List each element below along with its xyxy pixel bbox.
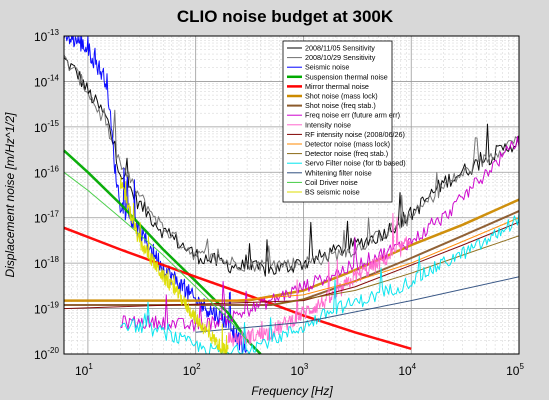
x-tick-label: 104 [398,362,416,378]
series-line [119,176,229,355]
legend-label: 2008/10/29 Sensitivity [305,53,376,62]
legend-label: RF intensity noise (2008/06/26) [305,130,405,139]
legend-label: Whitening filter noise [305,168,372,177]
y-tick-label: 10-13 [34,28,59,44]
y-tick-labels: 10-13 10-14 10-15 10-16 10-17 10-18 10-19 10-20 [34,28,59,362]
legend-label: Mirror thermal noise [305,82,369,91]
series-line [195,276,520,333]
y-tick-label: 10-20 [34,346,59,362]
legend-label: 2008/11/05 Sensitivity [305,44,375,53]
legend-label: Detector noise (freq stab.) [305,149,388,158]
y-tick-label: 10-18 [34,255,59,271]
series-line [63,171,248,341]
series-line [120,135,520,332]
series-line [120,213,520,355]
series-line [227,212,412,347]
series-line [228,217,520,302]
y-axis-label: Displacement noise [m/Hz^1/2] [3,112,17,278]
chart-title: CLIO noise budget at 300K [177,7,394,26]
legend-label: Freq noise err (future arm err) [305,111,400,120]
x-tick-labels: 101 102 103 104 105 [75,362,524,378]
series-layer [63,35,520,355]
series-line [63,56,520,277]
y-tick-label: 10-16 [34,164,59,180]
y-tick-label: 10-17 [34,210,59,226]
y-tick-label: 10-15 [34,119,59,135]
legend-label: Shot noise (mass lock) [305,92,378,101]
x-tick-label: 101 [75,362,93,378]
series-line [63,226,412,350]
x-axis-label: Frequency [Hz] [251,384,333,398]
legend-label: Suspension thermal noise [305,72,388,81]
plot-frame [63,35,520,355]
legend-box [282,40,393,203]
series-line [63,221,520,310]
legend-label: Servo Filter noise (for tb based) [305,159,406,168]
x-tick-label: 103 [291,362,309,378]
legend-label: Seismic noise [305,63,349,72]
legend-label: Detector noise (mass lock) [305,140,390,149]
legend-label: Intensity noise [305,120,351,129]
legend-label: Shot noise (freq stab.) [305,101,376,110]
legend-label: Coil Driver noise [305,178,358,187]
series-line [63,35,248,354]
series-line [63,54,520,272]
y-tick-label: 10-14 [34,73,59,89]
x-tick-label: 105 [506,362,524,378]
legend-label: BS seismic noise [305,188,360,197]
y-tick-label: 10-19 [34,301,59,317]
x-tick-label: 102 [183,362,201,378]
